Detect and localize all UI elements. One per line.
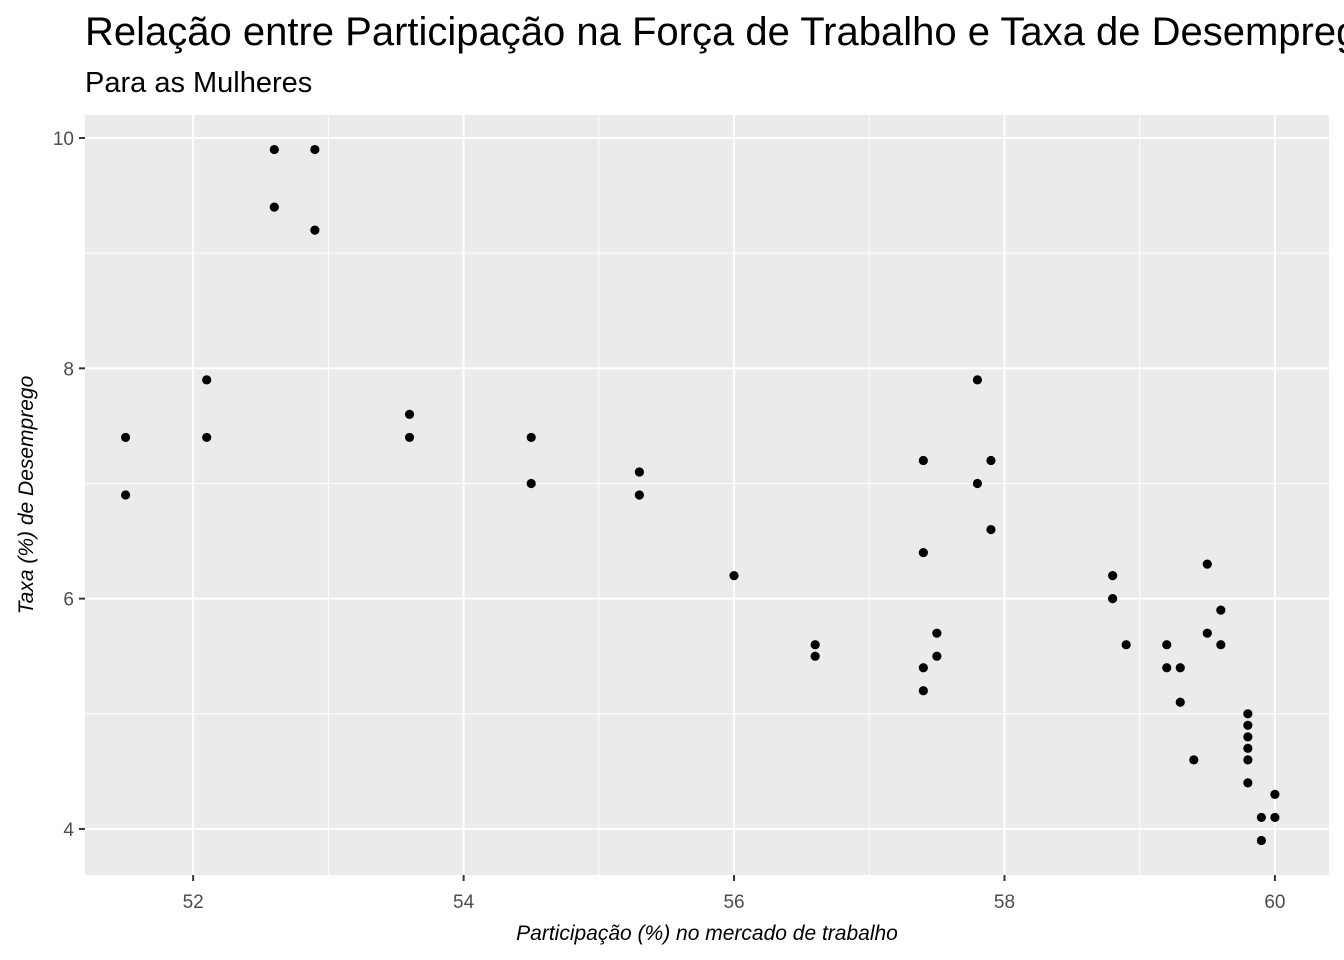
data-point (202, 375, 212, 385)
y-tick-label: 6 (63, 590, 74, 611)
data-point (932, 651, 942, 661)
data-point (986, 524, 996, 535)
data-point (918, 663, 928, 673)
data-point (1121, 640, 1131, 650)
data-point (1270, 812, 1280, 823)
x-tick-label: 60 (1264, 892, 1285, 913)
data-point (269, 202, 279, 212)
data-point (1256, 812, 1266, 823)
data-point (932, 628, 942, 638)
x-tick-label: 56 (723, 892, 744, 913)
data-point (1243, 732, 1253, 742)
data-point (1216, 640, 1226, 650)
major-gridlines (85, 115, 1329, 875)
data-point (1256, 835, 1266, 846)
data-point (202, 432, 212, 443)
data-point (310, 225, 320, 235)
data-point (1243, 743, 1253, 753)
data-point (526, 432, 536, 443)
y-axis: 4 6 8 10 (53, 129, 85, 841)
x-tick-label: 58 (994, 892, 1015, 913)
data-point (810, 640, 820, 650)
data-point (918, 455, 928, 466)
y-axis-title: Taxa (%) de Desemprego (15, 375, 38, 614)
minor-gridlines (85, 115, 1329, 875)
data-point (1175, 697, 1185, 707)
data-point (404, 432, 415, 443)
data-point (918, 547, 928, 558)
data-point (269, 144, 279, 155)
data-point (310, 144, 320, 155)
data-point (120, 490, 131, 500)
data-point (1162, 640, 1172, 650)
data-point (1189, 755, 1199, 765)
x-axis-title: Participação (%) no mercado de trabalho (516, 922, 898, 945)
data-point (120, 432, 131, 443)
data-point (526, 478, 536, 489)
data-point (972, 375, 983, 385)
chart-title: Relação entre Participação na Força de T… (85, 10, 1344, 54)
plot-panel (85, 115, 1329, 875)
data-point (1108, 594, 1118, 604)
data-point (1202, 559, 1212, 569)
x-axis: 52 54 56 58 60 (183, 875, 1285, 913)
data-point (1216, 605, 1226, 615)
data-points (120, 144, 1280, 846)
data-point (1202, 628, 1212, 638)
data-point (1162, 663, 1172, 673)
data-point (1243, 778, 1253, 788)
data-point (972, 478, 983, 489)
data-point (810, 651, 820, 661)
data-point (634, 467, 644, 477)
data-point (634, 490, 644, 500)
data-point (1243, 709, 1253, 719)
x-tick-label: 54 (453, 892, 475, 913)
data-point (1243, 720, 1253, 730)
data-point (1270, 789, 1280, 799)
data-point (1108, 571, 1118, 581)
y-tick-label: 8 (63, 359, 74, 380)
data-point (404, 409, 415, 419)
data-point (918, 686, 928, 696)
data-point (986, 455, 996, 466)
data-point (1175, 663, 1185, 673)
y-tick-label: 10 (53, 129, 74, 150)
x-tick-label: 52 (183, 892, 204, 913)
data-point (729, 571, 739, 581)
y-tick-label: 4 (63, 820, 74, 841)
chart-subtitle: Para as Mulheres (85, 67, 313, 99)
data-point (1243, 755, 1253, 765)
